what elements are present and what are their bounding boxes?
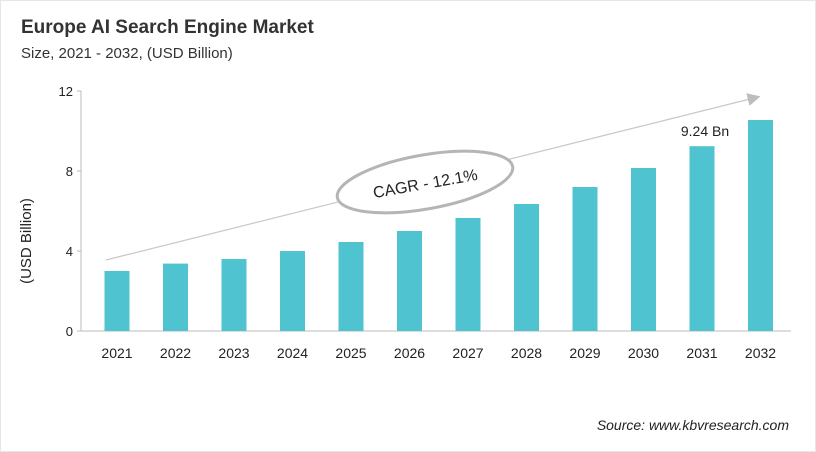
cagr-ellipse (335, 149, 515, 215)
bar-2030 (631, 168, 656, 331)
x-tick-label: 2024 (277, 345, 308, 361)
x-tick-label: 2021 (101, 345, 132, 361)
x-tick-label: 2025 (335, 345, 366, 361)
x-tick-label: 2032 (745, 345, 776, 361)
bar-2024 (280, 251, 305, 331)
x-tick-label: 2028 (511, 345, 542, 361)
bar-2022 (163, 263, 188, 331)
y-tick-label: 4 (66, 244, 73, 259)
y-tick-label: 0 (66, 324, 73, 339)
source-note: Source: www.kbvresearch.com (596, 417, 789, 433)
x-tick-label: 2031 (686, 345, 717, 361)
bar-2025 (338, 242, 364, 331)
x-tick-label: 2030 (628, 345, 659, 361)
x-tick-label: 2029 (569, 345, 600, 361)
bar-2021 (104, 271, 130, 331)
bar-2023 (221, 259, 247, 331)
bar-2031 (689, 146, 715, 331)
x-tick-label: 2023 (218, 345, 249, 361)
bar-2027 (455, 218, 481, 331)
chart-subtitle: Size, 2021 - 2032, (USD Billion) (21, 45, 233, 62)
bar-2029 (572, 187, 598, 331)
x-tick-label: 2022 (160, 345, 191, 361)
chart-title: Europe AI Search Engine Market (21, 17, 314, 38)
x-tick-label: 2026 (394, 345, 425, 361)
data-label-2031: 9.24 Bn (681, 123, 729, 139)
y-axis-label: (USD Billion) (18, 198, 35, 284)
bar-2026 (397, 231, 422, 331)
y-tick-label: 12 (59, 84, 73, 99)
y-tick-label: 8 (66, 164, 73, 179)
x-tick-label: 2027 (452, 345, 483, 361)
bar-2028 (514, 204, 539, 331)
bar-2032 (748, 120, 773, 331)
